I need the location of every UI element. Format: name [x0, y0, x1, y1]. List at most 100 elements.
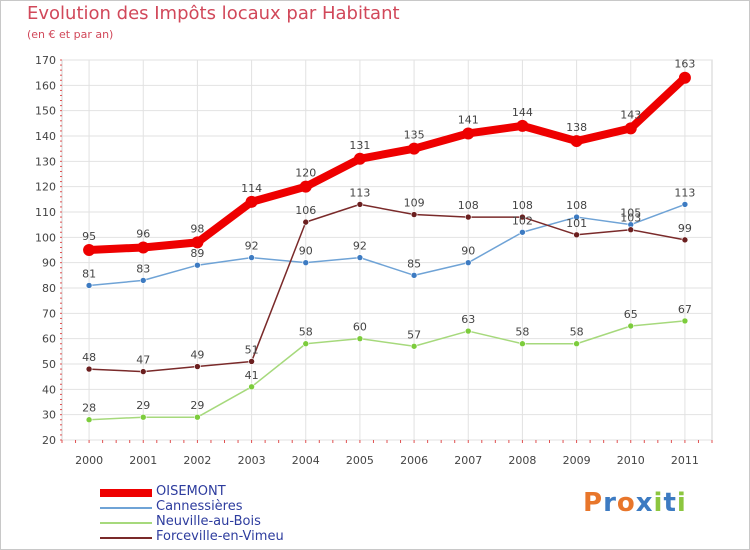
y-tick-label: 170: [35, 54, 56, 67]
data-point: [139, 277, 147, 284]
data-point: [573, 231, 580, 239]
y-tick-label: 70: [42, 307, 56, 320]
data-point: [194, 363, 201, 370]
x-tick-label: 2011: [671, 454, 699, 467]
data-label: 135: [404, 129, 425, 142]
y-tick-label: 120: [35, 181, 56, 194]
data-label: 29: [190, 399, 204, 412]
data-point: [464, 213, 472, 221]
x-tick-label: 2009: [563, 454, 591, 467]
data-point: [573, 213, 580, 221]
logo-letter: i: [676, 488, 687, 518]
data-point: [627, 226, 635, 234]
data-point: [573, 340, 580, 348]
data-label: 138: [566, 121, 587, 134]
data-point: [519, 228, 526, 236]
data-point: [248, 254, 255, 261]
series-line-forceville-en-vimeu: [88, 203, 686, 373]
data-label: 109: [404, 197, 425, 210]
data-label: 58: [515, 326, 529, 339]
x-tick-label: 2005: [346, 454, 374, 467]
data-point: [624, 122, 637, 135]
legend-label: Cannessières: [156, 499, 243, 514]
legend-item: Cannessières: [100, 499, 400, 515]
y-tick-label: 90: [42, 257, 56, 270]
y-tick-label: 60: [42, 333, 56, 346]
data-label: 41: [245, 369, 259, 382]
x-tick-label: 2002: [183, 454, 211, 467]
data-label: 108: [566, 199, 587, 212]
data-label: 67: [678, 303, 692, 316]
data-label: 92: [245, 240, 259, 253]
y-tick-label: 30: [42, 409, 56, 422]
data-label: 144: [512, 106, 533, 119]
y-tick-label: 80: [42, 282, 56, 295]
x-tick-label: 2000: [75, 454, 103, 467]
data-point: [85, 416, 93, 424]
x-tick-label: 2006: [400, 454, 428, 467]
x-tick-label: 2003: [238, 454, 266, 467]
data-point: [681, 236, 689, 244]
data-point: [464, 327, 472, 335]
legend-swatch: [100, 489, 152, 497]
data-point: [302, 340, 310, 348]
x-tick-label: 2010: [617, 454, 645, 467]
legend-swatch: [100, 522, 152, 524]
data-point: [462, 127, 475, 140]
data-label: 65: [624, 308, 638, 321]
data-label: 49: [190, 349, 204, 362]
data-point: [194, 413, 201, 421]
plot-area: [61, 59, 713, 441]
x-tick-label: 2008: [508, 454, 536, 467]
data-point: [410, 272, 418, 279]
data-label: 113: [349, 186, 370, 199]
data-label: 143: [620, 108, 641, 121]
y-tick-label: 110: [35, 206, 56, 219]
data-label: 60: [353, 321, 367, 334]
y-tick-label: 130: [35, 155, 56, 168]
data-label: 90: [299, 245, 313, 258]
logo-letter: P: [583, 488, 604, 518]
data-point: [627, 322, 635, 330]
series-line-cannessi-res: [88, 203, 686, 287]
x-tick-label: 2004: [292, 454, 320, 467]
data-point: [356, 254, 364, 261]
data-label: 120: [295, 167, 316, 180]
chart-subtitle: (en € et par an): [27, 28, 114, 41]
data-point: [678, 71, 691, 84]
data-label: 102: [512, 214, 533, 227]
data-point: [519, 213, 526, 221]
legend-swatch: [100, 507, 152, 509]
data-label: 90: [461, 245, 475, 258]
data-label: 58: [570, 326, 584, 339]
data-label: 29: [136, 399, 150, 412]
data-point: [570, 135, 583, 148]
data-point: [356, 201, 364, 208]
data-point: [302, 218, 310, 226]
data-label: 57: [407, 328, 421, 341]
data-label: 28: [82, 402, 96, 415]
data-label: 141: [458, 113, 479, 126]
data-label: 92: [353, 240, 367, 253]
data-label: 113: [674, 186, 695, 199]
data-label: 89: [190, 247, 204, 260]
y-tick-label: 140: [35, 130, 56, 143]
data-label: 85: [407, 257, 421, 270]
data-point: [681, 201, 689, 208]
data-point: [519, 340, 526, 348]
x-tick-label: 2007: [454, 454, 482, 467]
data-point: [410, 211, 418, 218]
logo-letter: i: [653, 488, 664, 518]
data-point: [245, 195, 258, 208]
data-point: [248, 383, 255, 391]
data-point: [408, 142, 421, 155]
data-label: 106: [295, 204, 316, 217]
data-label: 98: [190, 222, 204, 235]
y-tick-label: 150: [35, 105, 56, 118]
data-point: [356, 335, 364, 342]
data-label: 163: [674, 58, 695, 71]
data-point: [194, 261, 201, 269]
data-label: 81: [82, 267, 96, 280]
data-point: [353, 152, 366, 165]
line-chart: 20 30 40 50 60 70 80 90 100 110 120 130 140 150 160 170…: [35, 54, 713, 467]
